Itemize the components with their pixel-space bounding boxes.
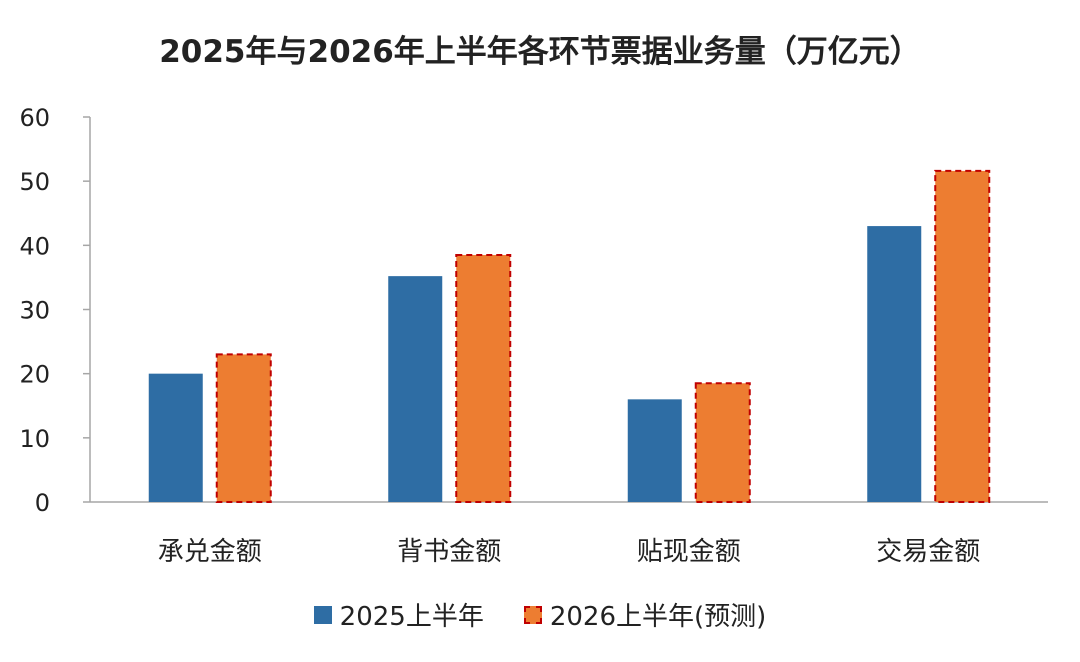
x-category-label: 交易金额 — [876, 537, 980, 567]
chart-title: 2025年与2026年上半年各环节票据业务量（万亿元） — [159, 34, 921, 70]
y-tick-label: 50 — [19, 168, 50, 196]
chart-bars — [148, 169, 991, 503]
legend-label-2025: 2025上半年 — [339, 602, 484, 632]
y-tick-label: 60 — [19, 104, 50, 132]
y-tick-label: 30 — [19, 297, 50, 325]
legend-swatch-2026 — [523, 605, 542, 624]
legend-label-2026: 2026上半年(预测) — [549, 602, 767, 632]
legend-item-2025: 2025上半年 — [313, 596, 484, 633]
y-tick-label: 0 — [35, 489, 50, 517]
bar-2025-2 — [627, 399, 682, 502]
bar-2026-3 — [934, 169, 991, 503]
bar-2026-2 — [694, 382, 751, 503]
y-tick-label: 20 — [19, 361, 50, 389]
chart-axes: 0 10 20 30 40 50 60 承兑金额 背书金额 贴现金额 交易金额 — [19, 104, 1048, 567]
legend-swatch-2025 — [313, 605, 332, 624]
y-tick-label: 40 — [19, 232, 50, 260]
bar-2026-0 — [215, 353, 272, 503]
x-category-label: 承兑金额 — [158, 537, 262, 567]
legend-item-2026: 2026上半年(预测) — [523, 596, 767, 633]
y-tick-label: 10 — [19, 425, 50, 453]
bar-2025-1 — [388, 276, 443, 502]
x-category-label: 背书金额 — [397, 537, 501, 567]
bar-2026-1 — [455, 253, 512, 503]
bar-2025-3 — [867, 226, 922, 503]
bar-2025-0 — [148, 373, 203, 502]
chart-legend: 2025上半年 2026上半年(预测) — [0, 596, 1080, 633]
x-category-label: 贴现金额 — [637, 537, 741, 567]
